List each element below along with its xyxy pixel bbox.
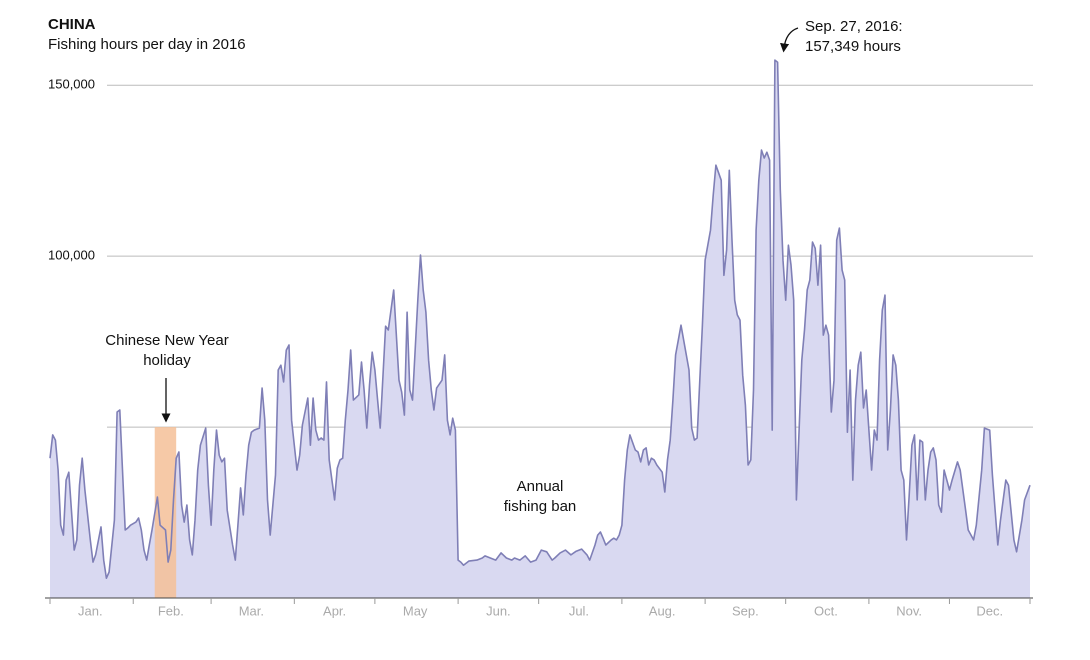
x-tick-label: Apr.	[323, 603, 346, 618]
x-tick-label: Jun.	[486, 603, 511, 618]
y-tick-label: 100,000	[48, 248, 95, 263]
x-tick-label: Feb.	[158, 603, 184, 618]
x-tick-label: Oct.	[814, 603, 838, 618]
x-tick-label: Mar.	[239, 603, 264, 618]
x-tick-label: Jan.	[78, 603, 103, 618]
y-tick-label: 150,000	[48, 77, 95, 92]
x-tick-label: May	[403, 603, 428, 618]
annotation: Sep. 27, 2016:	[805, 18, 903, 35]
annotation: holiday	[143, 352, 191, 369]
annotation: 157,349 hours	[805, 38, 901, 55]
x-tick-label: Jul.	[569, 603, 589, 618]
annotation: Annual	[517, 478, 564, 495]
annotation-arrow	[780, 27, 799, 53]
x-tick-label: Sep.	[732, 603, 759, 618]
x-tick-label: Aug.	[649, 603, 676, 618]
chart-subtitle: Fishing hours per day in 2016	[48, 36, 246, 53]
highlight-band	[154, 427, 177, 598]
chart-title: CHINA	[48, 16, 96, 33]
annotation: Chinese New Year	[105, 332, 228, 349]
x-tick-label: Dec.	[976, 603, 1003, 618]
annotation: fishing ban	[504, 498, 577, 515]
line	[49, 59, 1031, 579]
x-tick-label: Nov.	[896, 603, 922, 618]
area	[50, 60, 1030, 599]
